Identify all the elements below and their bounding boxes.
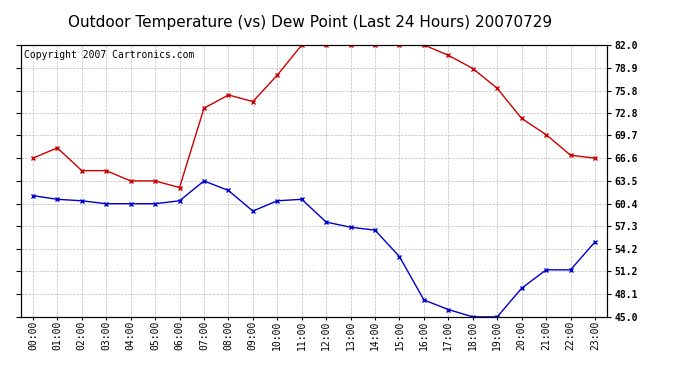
Text: Copyright 2007 Cartronics.com: Copyright 2007 Cartronics.com	[23, 51, 194, 60]
Text: Outdoor Temperature (vs) Dew Point (Last 24 Hours) 20070729: Outdoor Temperature (vs) Dew Point (Last…	[68, 15, 553, 30]
